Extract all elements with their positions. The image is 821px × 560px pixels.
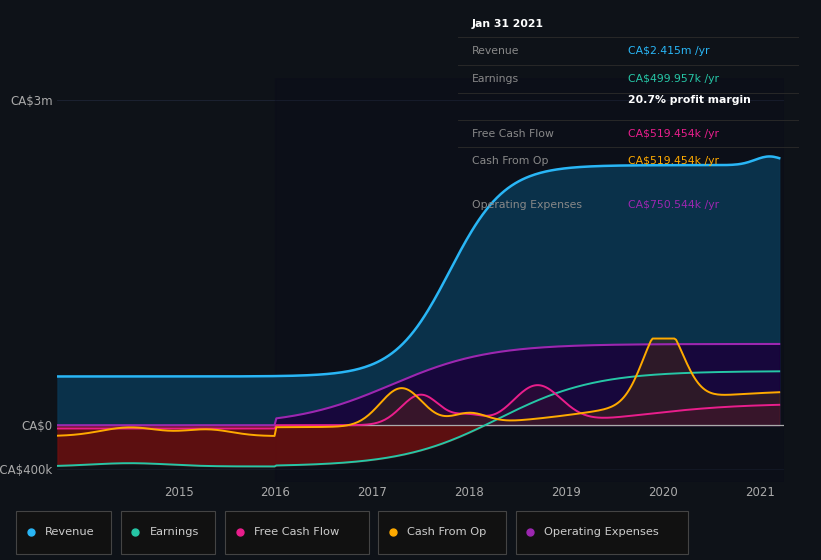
Text: CA$750.544k /yr: CA$750.544k /yr <box>629 200 719 210</box>
Text: Earnings: Earnings <box>149 528 199 537</box>
Text: Revenue: Revenue <box>472 46 519 56</box>
Text: Free Cash Flow: Free Cash Flow <box>472 129 553 139</box>
FancyBboxPatch shape <box>16 511 111 554</box>
FancyBboxPatch shape <box>378 511 506 554</box>
Text: Cash From Op: Cash From Op <box>407 528 487 537</box>
Text: Operating Expenses: Operating Expenses <box>472 200 582 210</box>
Text: CA$519.454k /yr: CA$519.454k /yr <box>629 129 719 139</box>
FancyBboxPatch shape <box>225 511 369 554</box>
Text: Revenue: Revenue <box>45 528 94 537</box>
Text: CA$499.957k /yr: CA$499.957k /yr <box>629 74 719 84</box>
Text: Operating Expenses: Operating Expenses <box>544 528 659 537</box>
Text: Jan 31 2021: Jan 31 2021 <box>472 18 544 29</box>
FancyBboxPatch shape <box>121 511 215 554</box>
Text: Cash From Op: Cash From Op <box>472 156 548 166</box>
Text: Free Cash Flow: Free Cash Flow <box>254 528 339 537</box>
Bar <box>276 78 784 482</box>
Text: CA$2.415m /yr: CA$2.415m /yr <box>629 46 710 56</box>
Text: 20.7% profit margin: 20.7% profit margin <box>629 95 751 105</box>
FancyBboxPatch shape <box>516 511 688 554</box>
Text: CA$519.454k /yr: CA$519.454k /yr <box>629 156 719 166</box>
Text: Earnings: Earnings <box>472 74 519 84</box>
